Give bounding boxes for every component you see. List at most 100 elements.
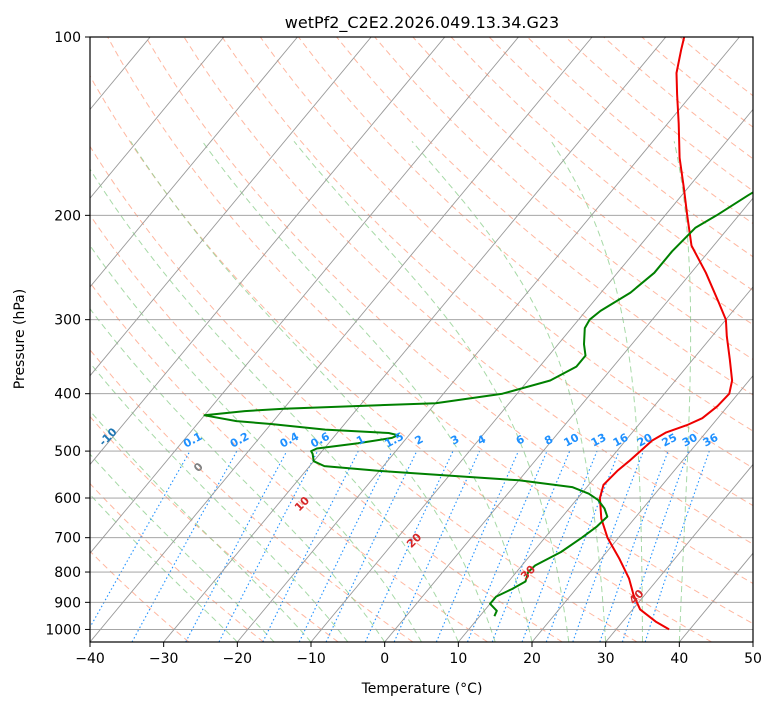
- x-tick-label: 20: [523, 651, 541, 667]
- y-tick-label: 1000: [45, 622, 81, 638]
- mixing-ratio-label: 0.2: [228, 430, 251, 451]
- y-tick-label: 300: [54, 313, 81, 329]
- dry-adiabats: [90, 37, 753, 642]
- x-axis-ticks: −40 −30 −20 −10 0 10 20 30 40 50: [75, 642, 762, 667]
- dry-adiabat-line: [641, 37, 753, 128]
- dry-adiabat-line: [565, 37, 753, 192]
- isotherm-line: [236, 37, 740, 642]
- isotherm-line: [310, 108, 753, 642]
- mixing-ratio-line: [466, 450, 548, 642]
- dry-adiabat-line: [336, 37, 753, 396]
- mixing-ratio-label: 16: [611, 431, 631, 450]
- mixing-ratio-line: [621, 450, 690, 642]
- plot-area: -100-90-80-70-60-50-40-30-20-10010203040…: [0, 37, 753, 642]
- moist-adiabat-line: [90, 410, 312, 642]
- pressure-gridlines: [90, 37, 753, 630]
- mixing-ratio-line: [545, 450, 620, 642]
- temperature-profile-line: [598, 37, 734, 631]
- mixing-ratio-label: 10: [562, 431, 582, 450]
- isotherm-line: [90, 37, 519, 554]
- mixing-ratio-label: 25: [660, 431, 680, 450]
- y-tick-label: 400: [54, 387, 81, 403]
- isotherm-line: [90, 37, 593, 642]
- theta-label: 20: [404, 530, 424, 550]
- mixing-ratio-label: 13: [589, 431, 609, 450]
- x-tick-label: 10: [449, 651, 467, 667]
- dry-adiabat-line: [259, 37, 753, 469]
- theta-label: 0: [191, 460, 206, 475]
- moist-adiabat-line: [550, 141, 643, 642]
- y-tick-label: 200: [54, 208, 81, 224]
- dry-adiabat-line: [90, 550, 190, 642]
- x-tick-label: 40: [670, 651, 688, 667]
- mixing-ratio-line: [218, 450, 319, 642]
- dry-adiabat-line: [90, 415, 339, 642]
- isotherm-line: [90, 37, 225, 199]
- y-tick-label: 100: [54, 30, 81, 46]
- dewpoint-profile-line: [203, 191, 753, 617]
- y-axis-ticks: 100 200 300 400 500 600 700 800 900 1000: [45, 30, 90, 638]
- mixing-ratio-label: 4: [475, 432, 488, 447]
- theta-label: -20: [9, 391, 32, 414]
- mixing-ratio-label: 0.1: [181, 430, 204, 451]
- theta-label: 40: [627, 587, 647, 607]
- mixing-ratio-line: [393, 450, 481, 642]
- dry-adiabat-line: [412, 37, 753, 326]
- mixing-ratio-label: 0.4: [278, 430, 302, 451]
- dry-adiabat-line: [107, 37, 753, 625]
- dry-adiabat-line: [90, 74, 712, 642]
- isotherm-line: [90, 37, 298, 288]
- mixing-ratio-line: [572, 450, 644, 642]
- mixing-ratio-line: [131, 450, 238, 642]
- mixing-ratio-label: 36: [701, 431, 721, 450]
- x-axis-label: Temperature (°C): [361, 681, 483, 697]
- dry-adiabat-line: [90, 145, 638, 642]
- mixing-ratio-line: [435, 450, 519, 642]
- x-tick-label: −40: [75, 651, 105, 667]
- moist-adiabat-line: [130, 141, 496, 642]
- mixing-ratio-line: [185, 450, 288, 642]
- x-tick-label: −30: [149, 651, 179, 667]
- isotherm-line: [457, 286, 753, 642]
- x-tick-label: 0: [380, 651, 389, 667]
- isotherm-line: [163, 37, 667, 642]
- isotherms: [0, 37, 753, 642]
- mixing-ratio-line: [90, 450, 191, 629]
- isotherm-line: [90, 37, 446, 466]
- isotherm-line: [384, 197, 753, 642]
- dry-adiabat-line: [90, 482, 264, 642]
- adiabat-labels: -100-90-80-70-60-50-40-30-20-10010203040…: [9, 391, 721, 607]
- y-tick-label: 600: [54, 491, 81, 507]
- mixing-ratio-line: [262, 450, 359, 642]
- isotherm-line: [90, 37, 372, 377]
- y-tick-label: 700: [54, 531, 81, 547]
- x-tick-label: −10: [296, 651, 326, 667]
- moist-adiabat-line: [90, 168, 459, 642]
- dry-adiabat-line: [90, 214, 563, 642]
- isotherm-line: [0, 37, 3, 642]
- y-tick-label: 900: [54, 595, 81, 611]
- mixing-ratio-label: 2: [413, 433, 426, 448]
- mixing-ratio-label: 3: [449, 433, 462, 448]
- mixing-ratio-label: 30: [680, 431, 700, 450]
- mixing-ratio-line: [521, 450, 598, 642]
- y-tick-label: 500: [54, 444, 81, 460]
- isotherm-line: [752, 641, 753, 642]
- dry-adiabat-line: [374, 37, 753, 361]
- dry-adiabat-line: [90, 281, 488, 642]
- mixing-ratio-line: [599, 450, 669, 642]
- moist-adiabat-line: [90, 493, 238, 642]
- moist-adiabat-line: [201, 141, 533, 642]
- theta-label: -10: [96, 425, 119, 448]
- x-tick-label: 30: [597, 651, 615, 667]
- isotherm-line: [531, 375, 753, 642]
- dry-adiabat-line: [90, 348, 414, 642]
- plot-frame: [89, 36, 754, 643]
- mixing-ratio-label: 8: [542, 433, 555, 448]
- mixing-ratio-lines: [90, 450, 710, 642]
- dry-adiabat-line: [183, 37, 753, 545]
- x-tick-label: 50: [744, 651, 762, 667]
- mixing-ratio-line: [298, 450, 393, 642]
- mixing-ratio-label: 20: [635, 431, 655, 450]
